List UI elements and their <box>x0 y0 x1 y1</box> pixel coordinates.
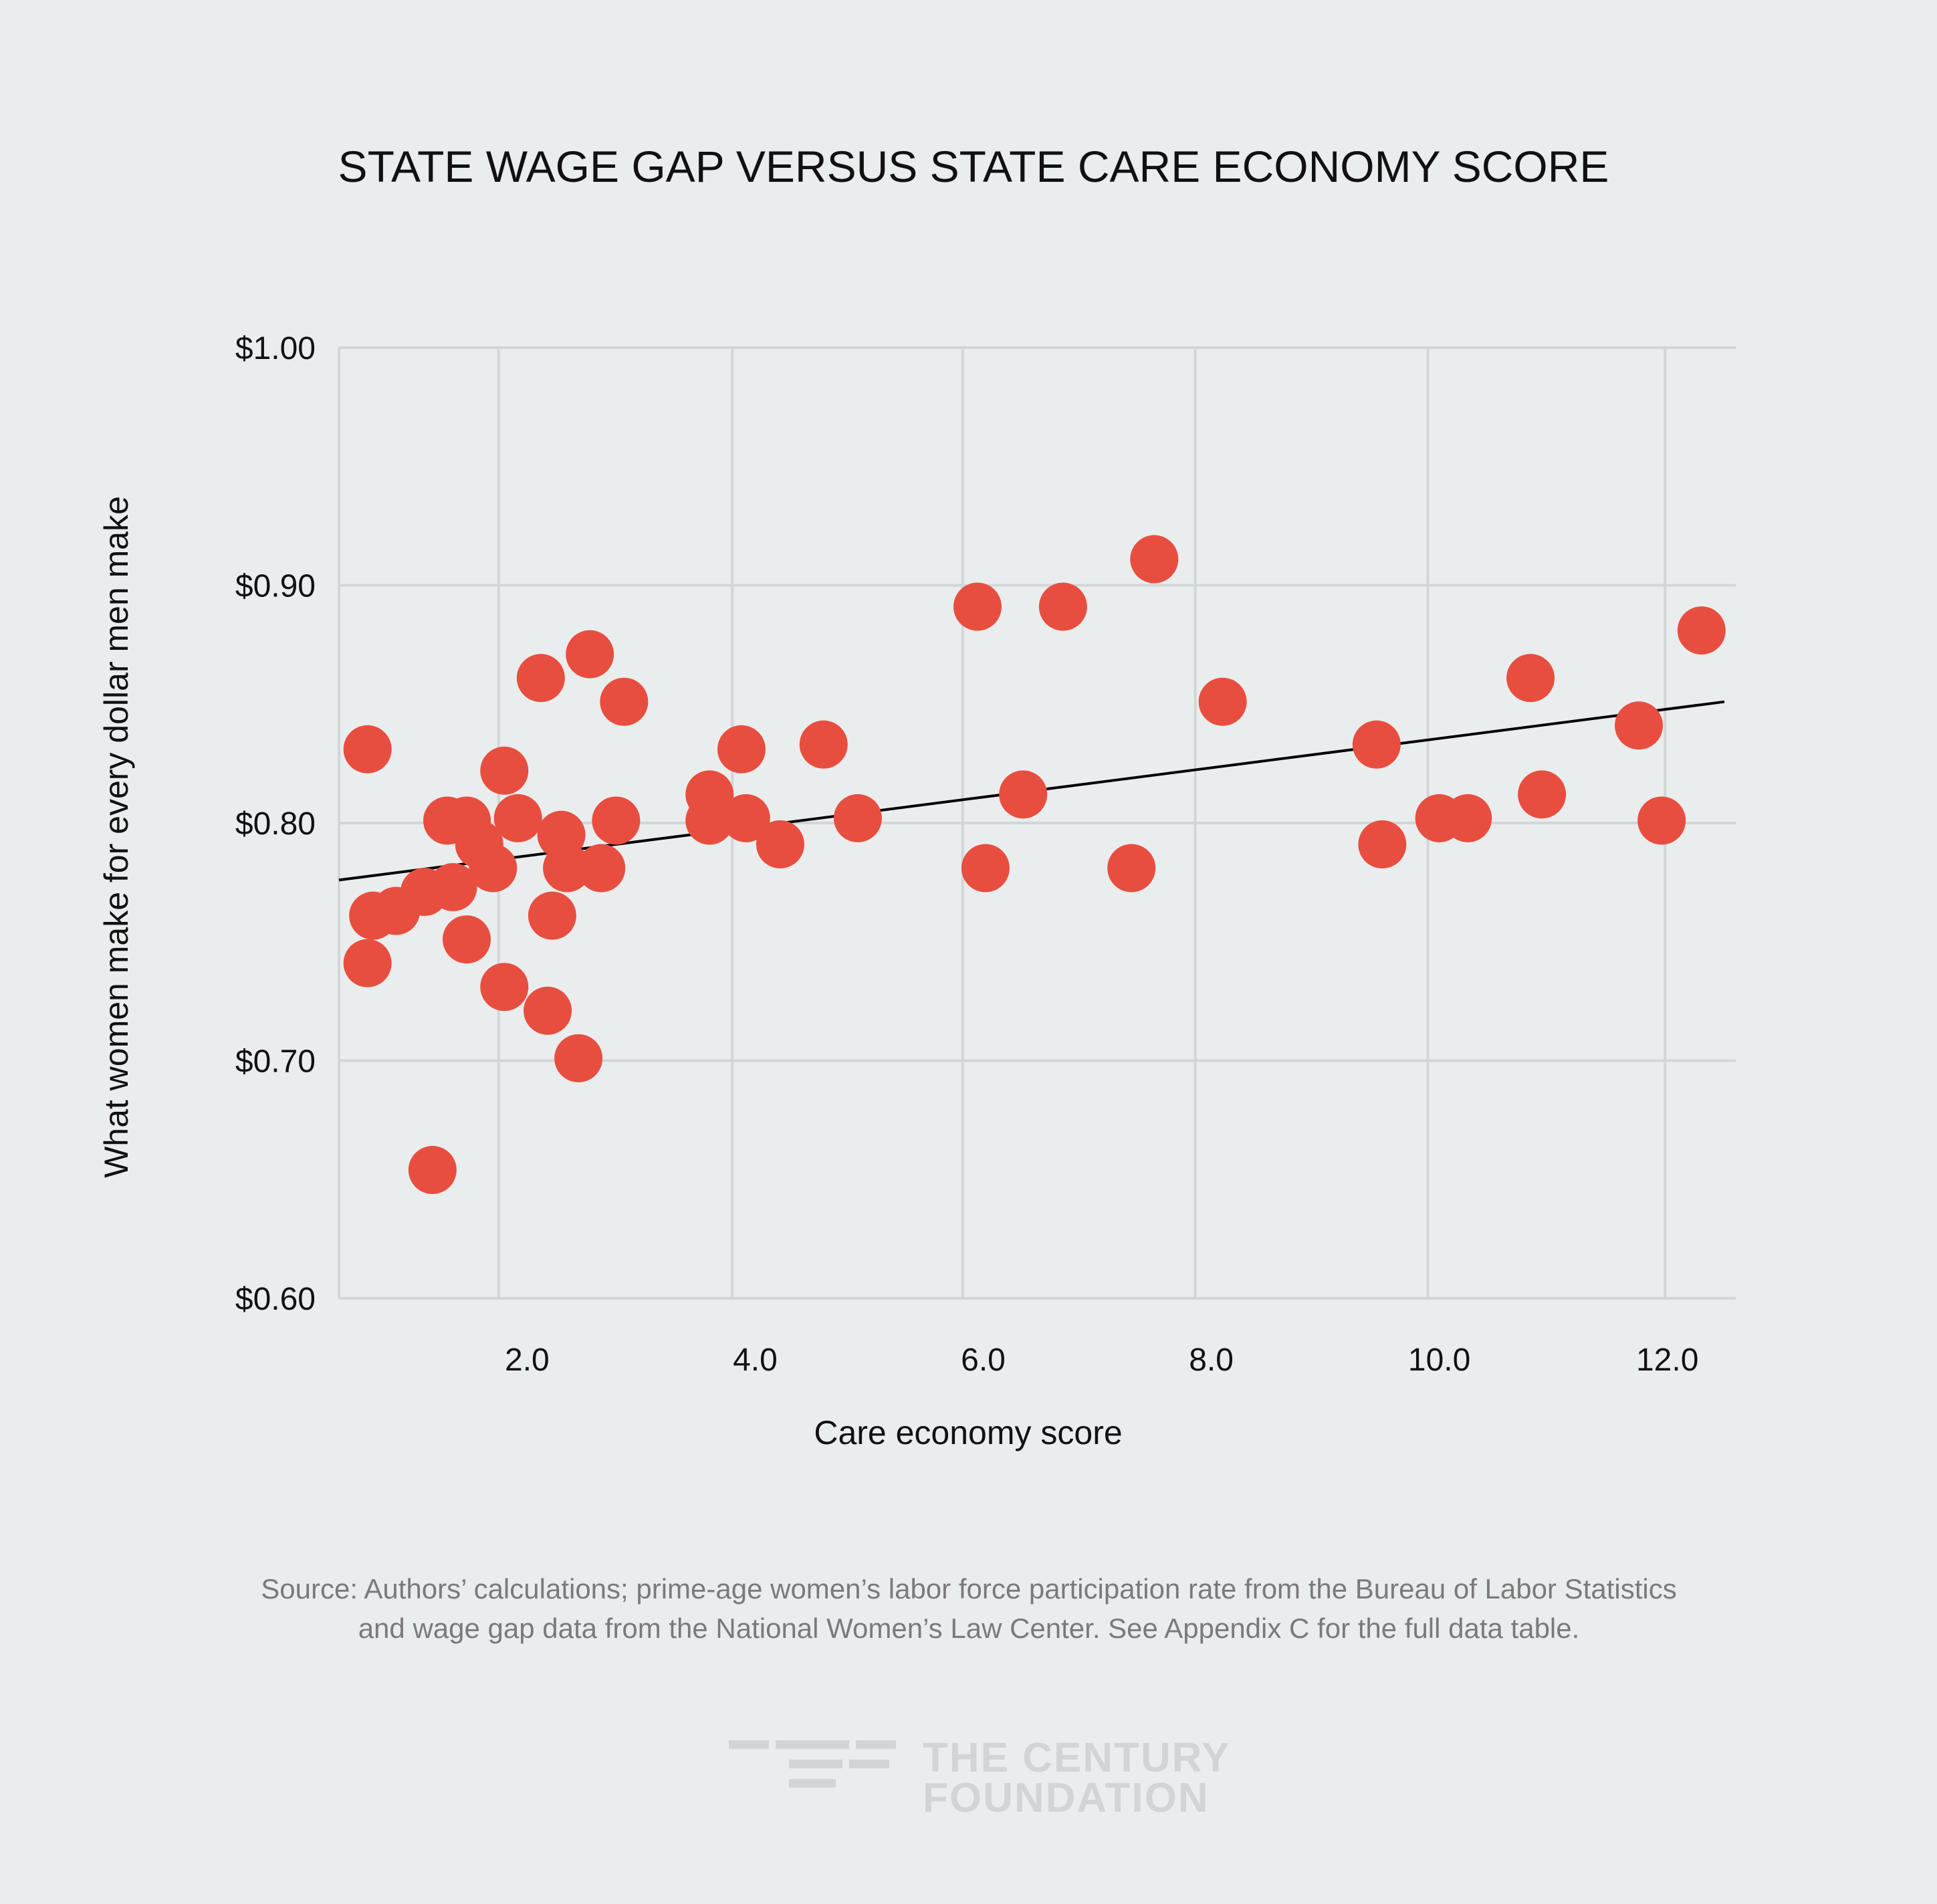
data-point <box>554 1034 603 1082</box>
data-point <box>592 796 641 845</box>
data-point <box>516 654 565 703</box>
chart-title: STATE WAGE GAP VERSUS STATE CARE ECONOMY… <box>338 142 1609 191</box>
logo-text-line-1: THE CENTURY <box>923 1735 1231 1781</box>
data-point <box>799 720 848 769</box>
source-note-line-2: and wage gap data from the National Wome… <box>358 1613 1580 1644</box>
data-point <box>493 794 542 842</box>
data-point <box>566 630 614 679</box>
x-tick-label: 4.0 <box>733 1342 778 1378</box>
logo-mark-icon <box>729 1740 896 1788</box>
data-point <box>1198 677 1247 726</box>
century-foundation-logo: THE CENTURY FOUNDATION <box>729 1735 1231 1821</box>
data-point <box>1444 794 1492 842</box>
y-tick-label: $0.60 <box>235 1282 316 1317</box>
x-axis-label: Care economy score <box>814 1414 1122 1451</box>
data-point <box>480 746 529 795</box>
y-axis-ticks: $0.60 $0.70 $0.80 $0.90 $1.00 <box>235 331 316 1317</box>
x-tick-label: 12.0 <box>1636 1342 1698 1378</box>
data-point <box>469 844 518 892</box>
data-point <box>577 844 626 892</box>
y-axis-label: What women make for every dollar men mak… <box>98 496 135 1178</box>
data-point <box>721 794 770 842</box>
y-tick-label: $0.90 <box>235 569 316 604</box>
data-point <box>1677 606 1726 655</box>
y-tick-label: $0.70 <box>235 1044 316 1080</box>
data-point <box>999 770 1048 819</box>
data-point <box>528 891 576 940</box>
data-point <box>1038 582 1087 631</box>
x-tick-label: 2.0 <box>505 1342 550 1378</box>
data-point <box>717 725 766 774</box>
data-point <box>1358 820 1407 868</box>
data-point <box>1130 535 1179 584</box>
y-tick-label: $1.00 <box>235 331 316 366</box>
x-axis-ticks: 2.0 4.0 6.0 8.0 10.0 12.0 <box>505 1342 1698 1378</box>
data-point <box>480 963 529 1012</box>
data-point <box>343 939 392 987</box>
data-point <box>1518 770 1567 819</box>
data-point <box>408 1146 457 1195</box>
x-tick-label: 10.0 <box>1408 1342 1470 1378</box>
data-point <box>1506 654 1555 703</box>
data-point <box>524 986 572 1035</box>
data-point <box>442 915 491 964</box>
data-point <box>600 677 649 726</box>
logo-text-line-2: FOUNDATION <box>923 1775 1210 1821</box>
data-point <box>543 844 592 892</box>
data-point <box>756 820 804 868</box>
x-tick-label: 8.0 <box>1189 1342 1234 1378</box>
data-point <box>685 796 734 845</box>
data-points <box>343 535 1726 1195</box>
data-point <box>429 862 477 911</box>
data-point <box>1352 720 1401 769</box>
data-point <box>1107 844 1156 892</box>
data-point <box>343 725 392 774</box>
data-point <box>1637 796 1686 845</box>
source-note-line-1: Source: Authors’ calculations; prime-age… <box>261 1573 1676 1604</box>
data-point <box>961 844 1010 892</box>
data-point <box>953 582 1002 631</box>
y-tick-label: $0.80 <box>235 806 316 842</box>
data-point <box>833 794 882 842</box>
x-tick-label: 6.0 <box>961 1342 1006 1378</box>
data-point <box>1615 701 1664 750</box>
